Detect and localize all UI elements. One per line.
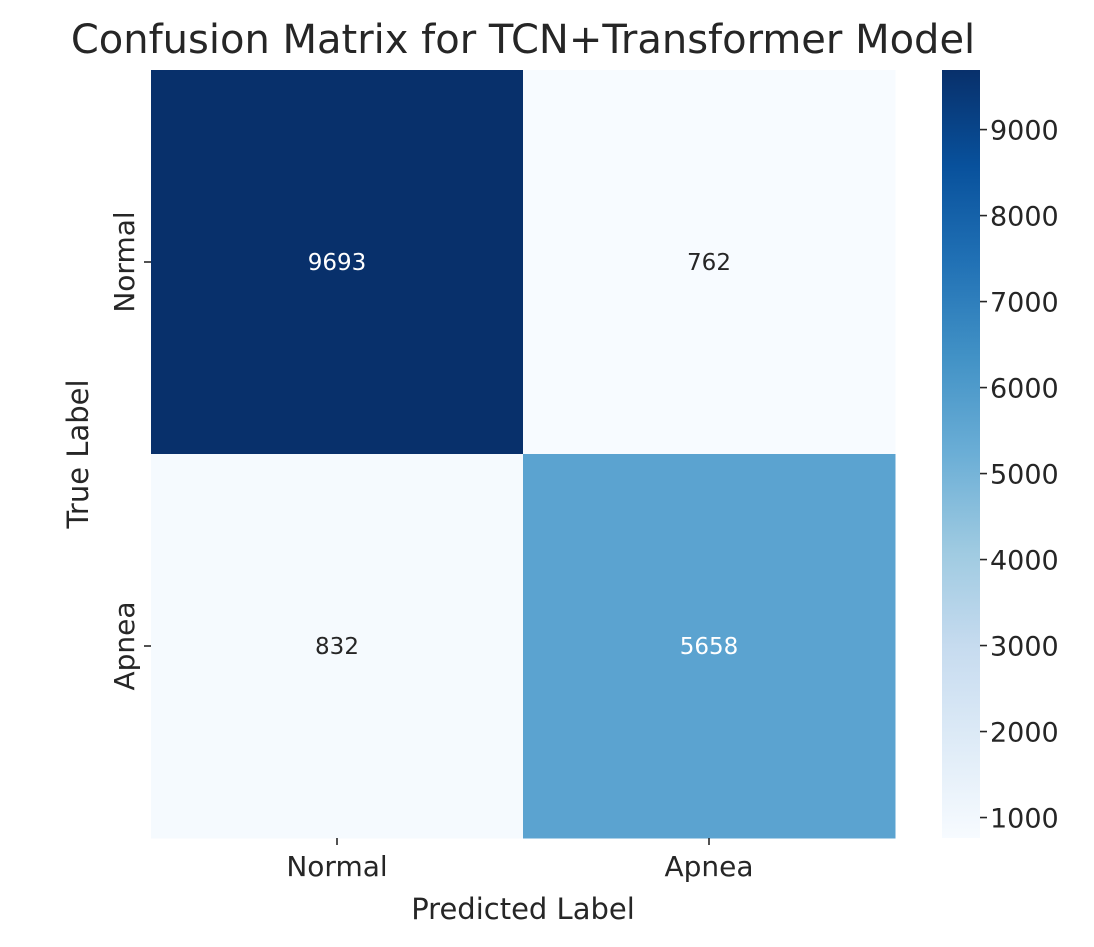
colorbar-ticks: 1000 2000 3000 4000 5000 6000 7000 8000 9000 bbox=[980, 116, 1059, 835]
colorbar-tick-label: 4000 bbox=[990, 546, 1059, 577]
colorbar-tick-label: 5000 bbox=[990, 460, 1059, 491]
colorbar-tick-label: 7000 bbox=[990, 288, 1059, 319]
heatmap-cell-apnea-normal bbox=[151, 454, 524, 839]
y-tick-label: Normal bbox=[108, 211, 141, 312]
cell-value-label: 762 bbox=[687, 250, 731, 276]
colorbar-tick-label: 2000 bbox=[990, 718, 1059, 749]
colorbar-tick-label: 8000 bbox=[990, 202, 1059, 233]
colorbar bbox=[942, 70, 980, 838]
heatmap-cell-normal-apnea bbox=[523, 70, 896, 455]
colorbar-tick-label: 1000 bbox=[990, 804, 1059, 835]
y-axis-label: True Label bbox=[61, 379, 95, 529]
y-tick-label: Apnea bbox=[108, 601, 141, 690]
colorbar-tick-label: 3000 bbox=[990, 632, 1059, 663]
heatmap-cell-normal-normal bbox=[151, 70, 524, 455]
heatmap-cell-apnea-apnea bbox=[523, 454, 896, 839]
x-axis-label: Predicted Label bbox=[411, 892, 635, 926]
chart-title: Confusion Matrix for TCN+Transformer Mod… bbox=[71, 17, 975, 63]
cell-value-label: 832 bbox=[315, 634, 359, 660]
y-axis-ticks: Normal Apnea bbox=[108, 211, 151, 691]
colorbar-tick-label: 9000 bbox=[990, 116, 1059, 147]
x-tick-label: Normal bbox=[286, 850, 387, 883]
heatmap-cells bbox=[151, 70, 896, 839]
x-tick-label: Apnea bbox=[664, 850, 753, 883]
heatmap-cell-labels: 9693 762 832 5658 bbox=[308, 250, 739, 660]
colorbar-tick-label: 6000 bbox=[990, 374, 1059, 405]
cell-value-label: 5658 bbox=[680, 634, 739, 660]
cell-value-label: 9693 bbox=[308, 250, 367, 276]
x-axis-ticks: Normal Apnea bbox=[286, 838, 754, 883]
